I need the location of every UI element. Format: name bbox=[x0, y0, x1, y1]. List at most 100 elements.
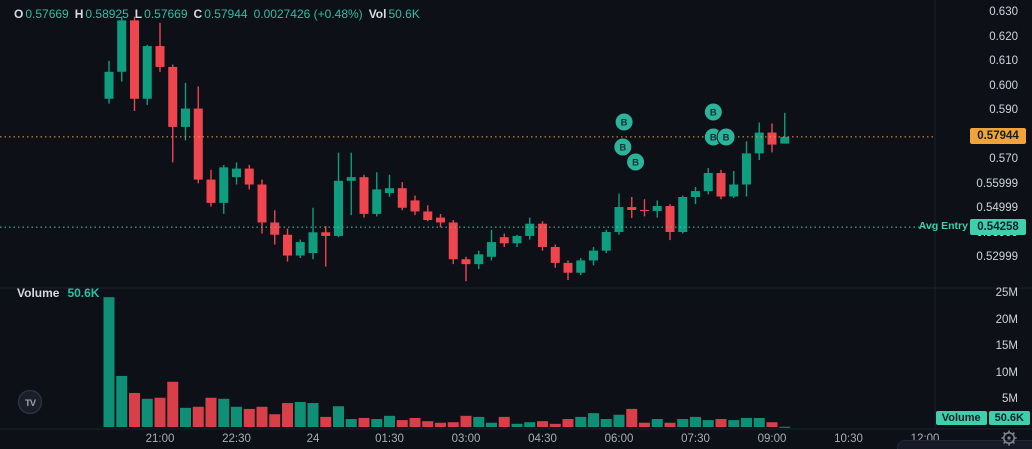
time-tick-label: 04:30 bbox=[528, 433, 557, 445]
candle-body bbox=[474, 254, 484, 265]
close-label: C bbox=[193, 7, 203, 21]
candle-body bbox=[601, 232, 611, 251]
change-value: 0.0027426 (+0.48%) bbox=[253, 7, 363, 21]
volume-bar bbox=[473, 416, 485, 427]
candle-body bbox=[257, 184, 267, 223]
price-tick-label: 0.620 bbox=[989, 30, 1018, 43]
volume-bar bbox=[677, 419, 689, 427]
low-label: L bbox=[134, 7, 143, 21]
candle-body bbox=[270, 222, 280, 235]
volume-bar bbox=[562, 419, 574, 427]
volume-bar bbox=[243, 408, 255, 427]
candle-body bbox=[308, 232, 318, 254]
buy-marker-letter: B bbox=[632, 157, 639, 168]
candle-body bbox=[168, 66, 178, 127]
volume-chip-label: Volume bbox=[935, 411, 987, 425]
time-tick-label: 06:00 bbox=[604, 433, 634, 445]
volume-bar bbox=[409, 417, 421, 427]
candle-body bbox=[117, 20, 127, 72]
candle-body bbox=[691, 191, 700, 197]
volume-bar bbox=[358, 417, 370, 427]
candle-body bbox=[104, 71, 114, 99]
candle-body bbox=[232, 168, 241, 178]
volume-bar bbox=[167, 381, 179, 427]
buy-marker[interactable]: B bbox=[614, 112, 634, 132]
volume-label: Vol bbox=[368, 7, 387, 21]
candle-body bbox=[525, 223, 535, 236]
volume-bar bbox=[639, 422, 650, 427]
candle-body bbox=[716, 172, 726, 197]
candle-body bbox=[244, 168, 254, 185]
volume-bar bbox=[320, 416, 332, 427]
buy-marker-letter: B bbox=[621, 118, 628, 129]
volume-bar bbox=[588, 413, 599, 427]
volume-tick-label: 10M bbox=[995, 366, 1018, 379]
candle-body bbox=[754, 132, 764, 154]
volume-bar bbox=[664, 422, 676, 427]
buy-marker[interactable]: B bbox=[613, 137, 633, 157]
avg-entry-price-badge: 0.54258 bbox=[970, 218, 1026, 235]
time-tick-label: 07:30 bbox=[681, 433, 710, 445]
volume-bar bbox=[524, 422, 536, 427]
candle-body bbox=[487, 242, 496, 257]
volume-bar bbox=[511, 423, 523, 427]
volume-bar bbox=[269, 414, 281, 427]
candle-body bbox=[652, 206, 662, 211]
tradingview-logo[interactable]: TV bbox=[17, 389, 43, 415]
volume-bar bbox=[384, 415, 395, 427]
candle-body bbox=[703, 172, 713, 192]
volume-bar bbox=[753, 417, 765, 427]
volume-bar bbox=[549, 423, 561, 427]
time-tick-label: 01:30 bbox=[375, 433, 404, 445]
volume-bar bbox=[741, 417, 752, 427]
volume-bar bbox=[282, 403, 293, 427]
candle-body bbox=[767, 132, 777, 145]
price-tick-label: 0.54999 bbox=[976, 202, 1018, 215]
open-value: 0.57669 bbox=[25, 7, 69, 21]
volume-bar bbox=[447, 422, 459, 427]
volume-bar bbox=[702, 420, 714, 427]
time-tick-label: 03:00 bbox=[451, 433, 481, 445]
candle-body bbox=[346, 177, 356, 181]
candle-body bbox=[397, 188, 407, 208]
volume-bar bbox=[345, 419, 357, 427]
gear-icon[interactable] bbox=[1000, 429, 1018, 447]
volume-bar bbox=[371, 419, 383, 427]
volume-value: 50.6K bbox=[388, 7, 420, 21]
high-value: 0.58925 bbox=[85, 7, 129, 21]
candle-body bbox=[499, 237, 509, 244]
buy-marker[interactable]: B bbox=[626, 152, 646, 172]
volume-bar bbox=[180, 407, 191, 427]
candle-body bbox=[665, 206, 675, 233]
candle-body bbox=[780, 136, 790, 144]
time-tick-label: 09:00 bbox=[757, 433, 787, 445]
open-label: O bbox=[14, 7, 24, 21]
candle-body bbox=[742, 153, 751, 185]
volume-bar bbox=[486, 422, 497, 427]
volume-bar bbox=[154, 397, 166, 427]
volume-bar bbox=[651, 419, 663, 427]
candle-body bbox=[448, 222, 458, 260]
candle-body bbox=[283, 234, 292, 256]
low-value: 0.57669 bbox=[144, 7, 188, 21]
bottom-right-panel bbox=[897, 440, 1032, 449]
volume-bar bbox=[613, 414, 625, 427]
buy-marker[interactable]: B bbox=[703, 102, 723, 122]
candle-body bbox=[640, 209, 649, 211]
time-tick-label: 24 bbox=[306, 433, 320, 445]
volume-bar bbox=[307, 403, 319, 427]
buy-marker[interactable]: B bbox=[716, 127, 736, 147]
candle-body bbox=[563, 262, 573, 273]
candle-body bbox=[576, 260, 586, 273]
logo-circle bbox=[17, 389, 43, 415]
volume-bar bbox=[129, 392, 140, 427]
volume-layer bbox=[103, 297, 791, 428]
volume-bar bbox=[231, 406, 242, 427]
volume-tick-label: 20M bbox=[995, 313, 1018, 326]
candle-body bbox=[372, 189, 382, 214]
candle-body bbox=[155, 46, 165, 67]
candle-body bbox=[423, 211, 433, 221]
volume-bar bbox=[294, 401, 306, 427]
volume-indicator-chips: Volume 50.6K bbox=[935, 411, 1030, 425]
